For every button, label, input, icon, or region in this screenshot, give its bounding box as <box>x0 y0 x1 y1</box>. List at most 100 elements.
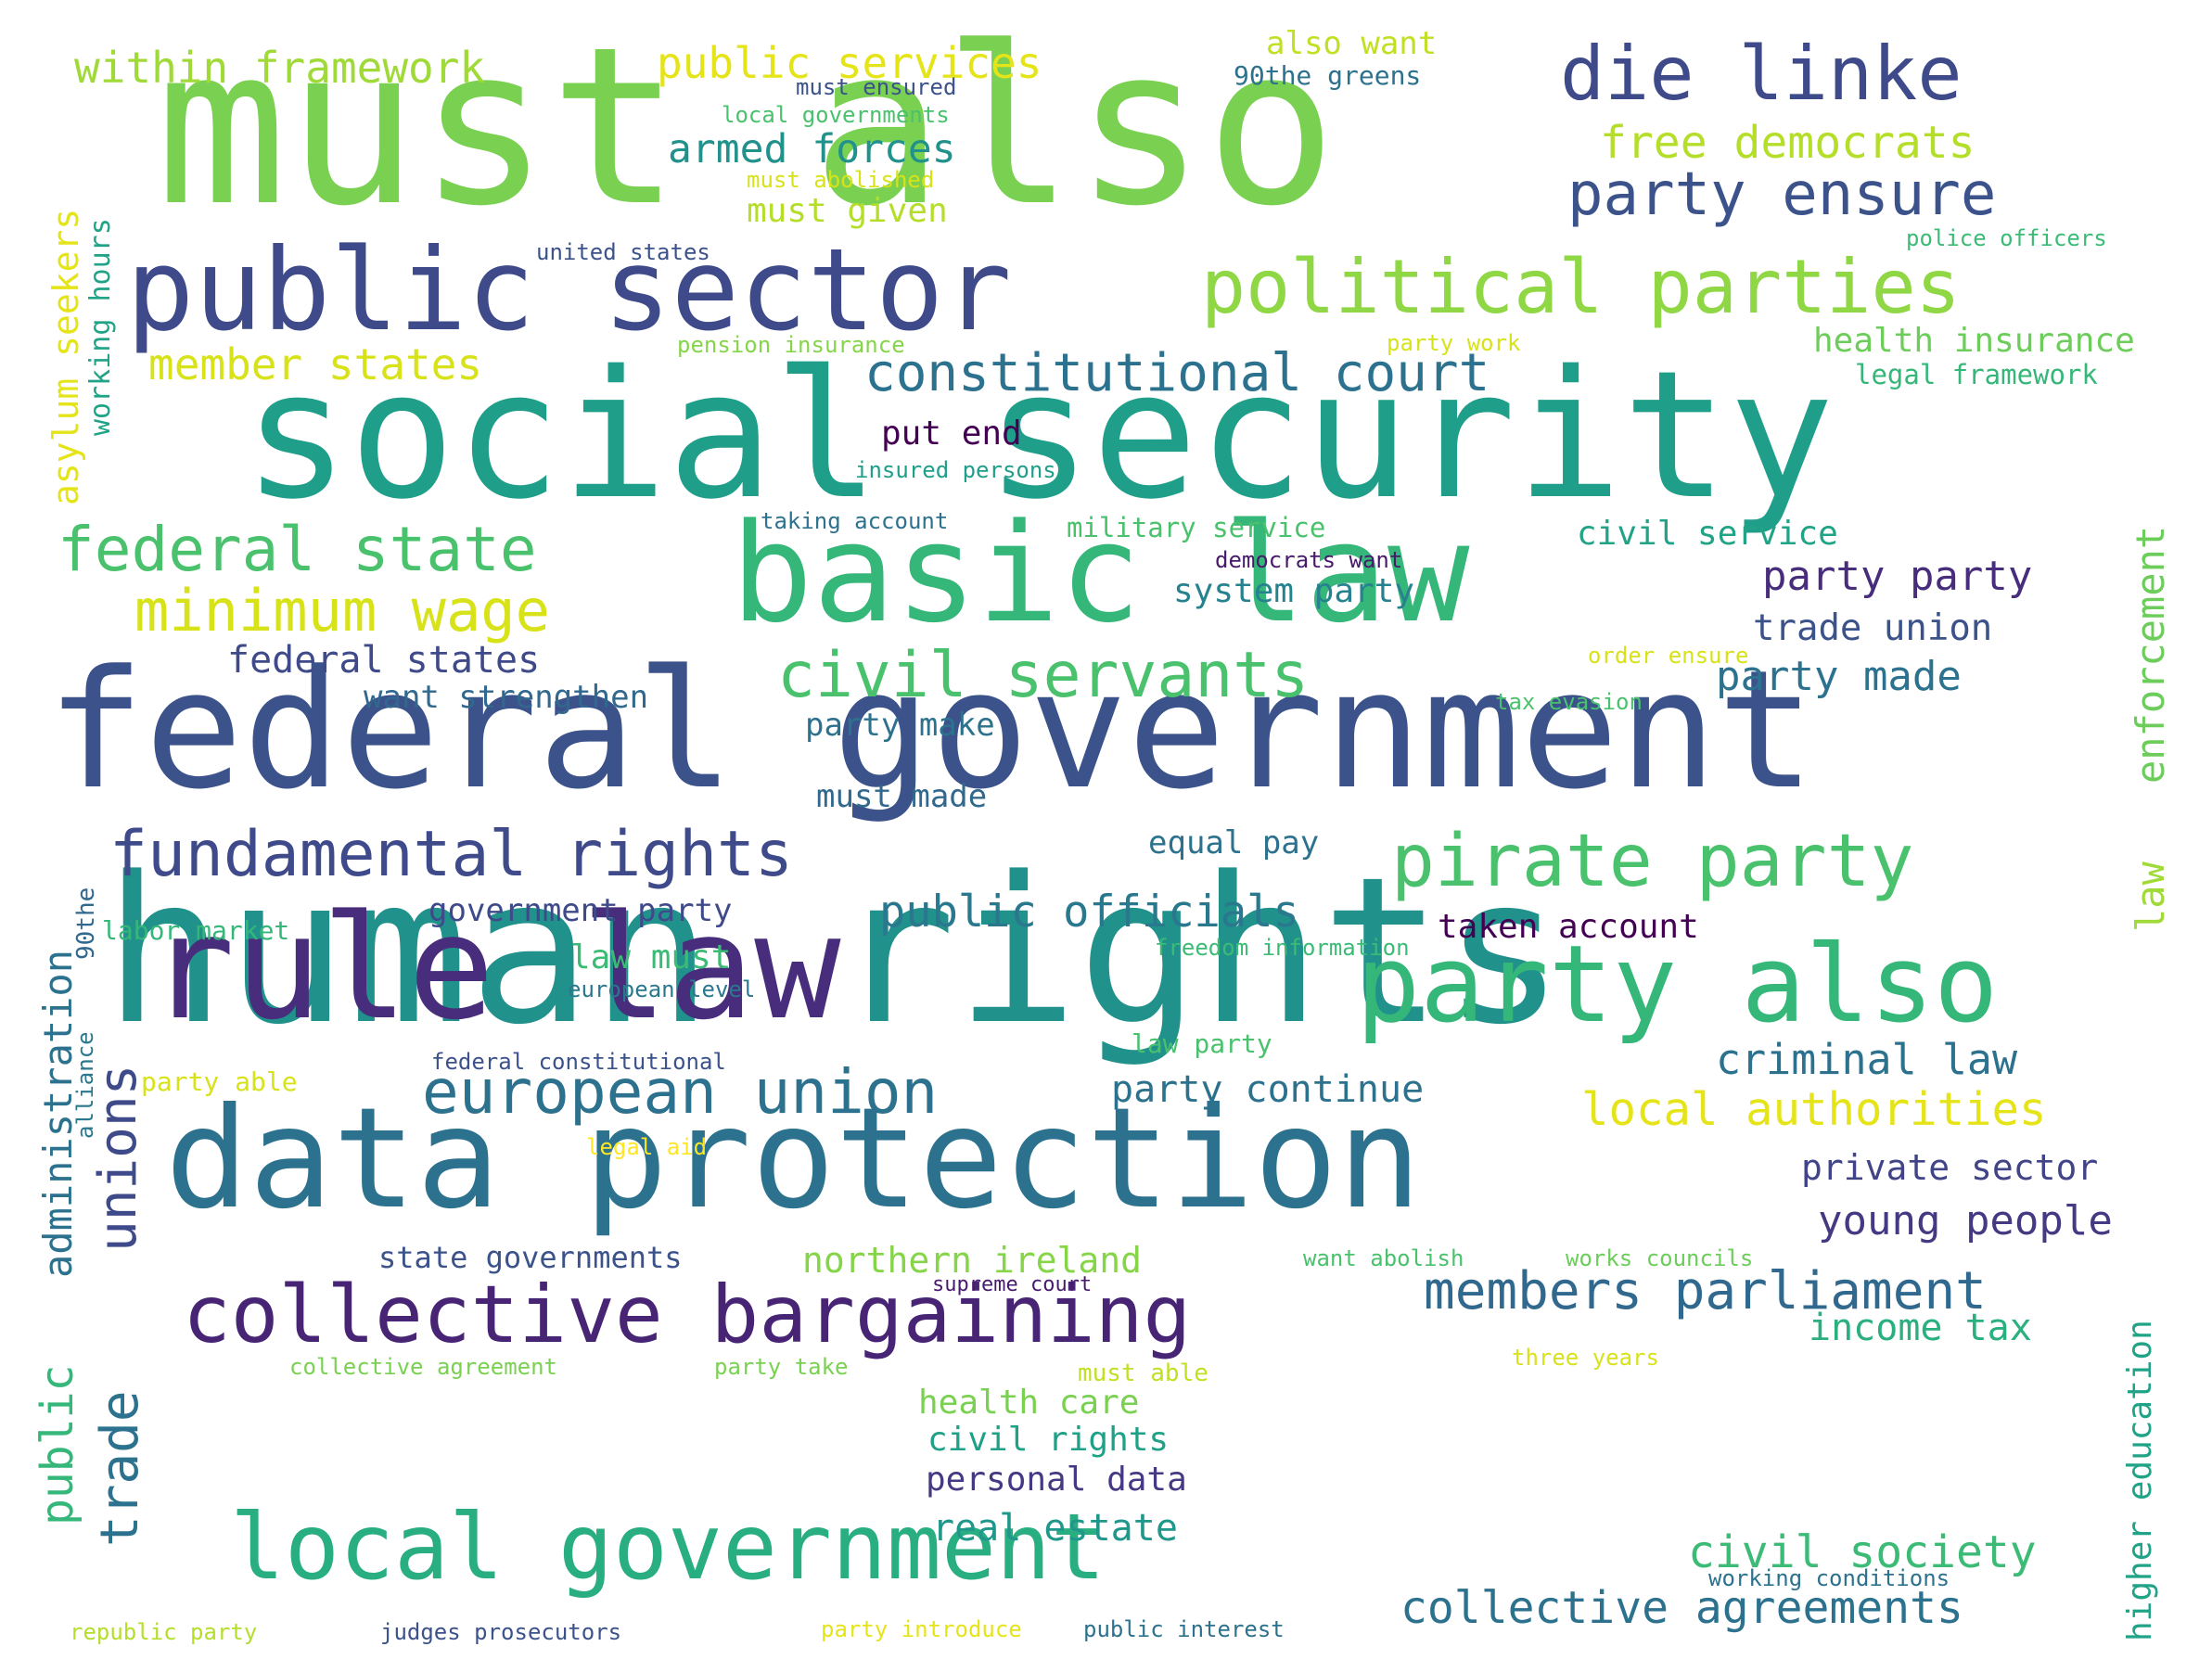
word: armed forces <box>668 126 956 172</box>
word: constitutional court <box>864 343 1490 403</box>
word: pension insurance <box>677 332 905 358</box>
word: public interest <box>1083 1616 1285 1642</box>
word-vertical: unions <box>88 1064 148 1252</box>
word: freedom information <box>1155 935 1410 961</box>
word: insured persons <box>855 457 1056 483</box>
word: civil society <box>1688 1526 2037 1578</box>
word: labor market <box>102 915 290 946</box>
word: party made <box>1716 653 1962 700</box>
word: republic party <box>70 1619 258 1645</box>
word: civil service <box>1577 515 1838 553</box>
word: police officers <box>1906 225 2107 251</box>
word: must able <box>1078 1359 1208 1387</box>
word: local governments <box>722 102 950 128</box>
word: want strengthen <box>364 679 649 716</box>
word: data protection <box>165 1079 1422 1240</box>
word: works councils <box>1566 1245 1754 1271</box>
word: federal government <box>46 635 1816 825</box>
word: legal aid <box>586 1134 708 1160</box>
word: real estate <box>932 1507 1178 1550</box>
word: public officials <box>879 887 1299 938</box>
word: die linke <box>1560 31 1963 117</box>
word: judges prosecutors <box>380 1619 622 1645</box>
word: state governments <box>378 1240 683 1275</box>
word: legal framework <box>1855 359 2098 390</box>
word: fundamental rights <box>109 818 793 891</box>
word: within framework <box>74 43 486 93</box>
word: members parliament <box>1424 1261 1987 1321</box>
word: law party <box>1132 1028 1272 1059</box>
word: northern ireland <box>802 1240 1143 1281</box>
word: 90the greens <box>1234 60 1422 91</box>
word: taken account <box>1438 908 1699 946</box>
word: party make <box>805 707 995 744</box>
word: party introduce <box>821 1616 1022 1642</box>
word: system party <box>1173 572 1415 610</box>
word: criminal law <box>1716 1035 2018 1084</box>
word: united states <box>536 239 710 265</box>
word-vertical: higher education <box>2121 1320 2159 1641</box>
word: order ensure <box>1588 643 1749 669</box>
word: health care <box>918 1384 1140 1422</box>
word: public sector <box>126 224 1012 356</box>
word: trade union <box>1753 607 1993 649</box>
word-vertical: public <box>32 1364 83 1525</box>
word: human rights <box>104 835 1565 1069</box>
word: want abolish <box>1303 1245 1464 1271</box>
word: democrats want <box>1215 547 1403 573</box>
word: european union <box>422 1056 939 1128</box>
word: put end <box>881 415 1022 453</box>
word: basic law <box>731 494 1470 653</box>
word-vertical: enforcement <box>2128 525 2173 784</box>
word: european level <box>568 976 756 1002</box>
word: party also <box>1356 923 1999 1047</box>
word: public services <box>657 38 1042 88</box>
word-vertical: 90the <box>72 887 100 960</box>
word: party able <box>141 1066 298 1097</box>
word: federal constitutional <box>431 1049 726 1075</box>
word: federal state <box>58 514 537 585</box>
word: income tax <box>1809 1307 2032 1349</box>
word: private sector <box>1801 1147 2099 1188</box>
word: personal data <box>926 1461 1187 1499</box>
word: must abolished <box>747 167 935 193</box>
word: local government <box>230 1495 1106 1601</box>
word: three years <box>1512 1345 1659 1371</box>
word: taking account <box>761 508 949 534</box>
word: health insurance <box>1813 322 2135 360</box>
word: must given <box>747 192 948 230</box>
word: federal states <box>227 639 541 682</box>
word: young people <box>1818 1197 2113 1244</box>
word-vertical: law <box>2128 862 2173 932</box>
word: party party <box>1762 553 2033 600</box>
word-vertical: trade <box>90 1390 150 1547</box>
word: rule law <box>148 884 841 1052</box>
word: must ensured <box>796 74 957 100</box>
word: party take <box>714 1354 849 1380</box>
word: collective bargaining <box>183 1269 1192 1361</box>
word: also want <box>1266 25 1438 62</box>
word: government party <box>428 892 733 929</box>
word: free democrats <box>1600 117 1975 169</box>
word: party work <box>1387 330 1521 356</box>
word: civil rights <box>927 1421 1170 1459</box>
word: civil servants <box>777 639 1310 712</box>
word: minimum wage <box>134 577 550 645</box>
word-vertical: asylum seekers <box>45 208 86 505</box>
word: member states <box>148 339 483 389</box>
word: pirate party <box>1391 820 1914 903</box>
word-vertical: working hours <box>84 218 117 436</box>
word: working conditions <box>1708 1565 1950 1591</box>
word: party continue <box>1111 1068 1425 1111</box>
word: equal pay <box>1148 824 1320 862</box>
word: military service <box>1067 512 1326 543</box>
word: must also <box>156 1 1337 254</box>
word: must made <box>816 778 988 815</box>
word: collective agreement <box>289 1354 557 1380</box>
word: political parties <box>1201 244 1961 330</box>
word: local authorities <box>1581 1083 2047 1136</box>
word: collective agreements <box>1400 1582 1963 1634</box>
word: tax evasion <box>1495 689 1643 715</box>
word: social security <box>243 333 1835 538</box>
